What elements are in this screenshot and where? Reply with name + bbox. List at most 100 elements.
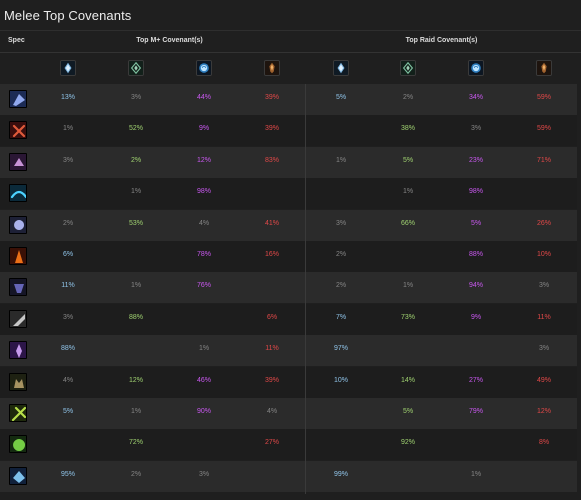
table-row: 1% 52% 9% 39% 38% 3% 59%: [0, 115, 577, 147]
table-row: 13% 3% 44% 39% 5% 2% 34% 59%: [0, 84, 577, 115]
raid-cell-venthyr: 8%: [538, 439, 550, 447]
mplus-cell-necrolord: 78%: [196, 251, 211, 258]
windwalker-icon[interactable]: [9, 184, 27, 203]
raid-cell-venthyr: 10%: [536, 251, 551, 258]
mplus-cell-venthyr: 39%: [264, 94, 279, 101]
raid-cell-night-fae: 5%: [402, 408, 414, 415]
mplus-cell-night-fae: 52%: [128, 125, 143, 133]
fury-warrior-icon[interactable]: [9, 121, 27, 140]
raid-cell-necrolord: 34%: [468, 94, 483, 101]
mplus-cell-venthyr: 16%: [264, 251, 279, 258]
mplus-cell-kyrian: 2%: [62, 219, 74, 227]
mplus-cell-night-fae: 1%: [130, 408, 142, 415]
raid-cell-night-fae: 73%: [400, 313, 415, 321]
mplus-cell-night-fae: 53%: [128, 219, 143, 227]
table-row: 95% 2% 3% 99% 1%: [0, 460, 577, 492]
raid-cell-night-fae: 38%: [400, 125, 415, 133]
raid-cell-venthyr: 26%: [536, 219, 551, 227]
page-title: Melee Top Covenants: [4, 8, 132, 23]
raid-cell-venthyr: 11%: [537, 313, 551, 321]
mplus-cell-necrolord: 76%: [196, 282, 211, 290]
arms-warrior-icon[interactable]: [9, 309, 27, 328]
raid-cell-necrolord: 94%: [468, 282, 483, 290]
raid-cell-kyrian: 5%: [335, 94, 347, 101]
column-group-divider: [305, 84, 306, 494]
raid-cell-venthyr: 49%: [536, 376, 551, 384]
raid-cell-night-fae: 1%: [402, 282, 414, 290]
mplus-cell-kyrian: 3%: [62, 313, 74, 321]
mplus-cell-night-fae: 2%: [130, 156, 142, 164]
table-row: 2% 53% 4% 41% 3% 66% 5% 26%: [0, 209, 577, 241]
raid-cell-venthyr: 3%: [538, 282, 550, 290]
enhancement-icon[interactable]: [9, 466, 27, 485]
necrolord-icon: [468, 60, 484, 76]
mplus-cell-necrolord: 44%: [196, 94, 211, 101]
mplus-cell-necrolord: 12%: [196, 156, 211, 164]
table-row: 6% 78% 16% 2% 88% 10%: [0, 241, 577, 272]
mplus-cell-necrolord: 4%: [198, 219, 210, 227]
mplus-cell-venthyr: 39%: [264, 125, 279, 133]
raid-cell-night-fae: 2%: [402, 94, 414, 101]
column-header-mplus: Top M+ Covenant(s): [136, 37, 203, 44]
table-row: 1% 98% 1% 98%: [0, 178, 577, 210]
raid-cell-venthyr: 59%: [536, 125, 551, 133]
venthyr-icon: [536, 60, 552, 76]
mplus-cell-night-fae: 12%: [128, 376, 143, 384]
raid-cell-venthyr: 71%: [536, 156, 551, 164]
mplus-cell-night-fae: 1%: [130, 188, 142, 196]
mplus-cell-venthyr: 6%: [266, 313, 278, 321]
raid-cell-necrolord: 88%: [468, 251, 483, 258]
mplus-cell-necrolord: 98%: [196, 188, 211, 196]
mplus-cell-necrolord: 1%: [198, 345, 210, 353]
necrolord-icon: [196, 60, 212, 76]
raid-cell-necrolord: 1%: [470, 470, 482, 478]
raid-cell-kyrian: 7%: [335, 313, 347, 321]
subtlety-icon[interactable]: [9, 278, 27, 297]
mplus-cell-venthyr: 11%: [265, 345, 279, 353]
mplus-cell-venthyr: 39%: [264, 376, 279, 384]
raid-cell-kyrian: 1%: [335, 156, 347, 164]
mplus-cell-kyrian: 4%: [62, 376, 74, 384]
raid-cell-night-fae: 66%: [400, 219, 415, 227]
raid-cell-night-fae: 5%: [402, 156, 414, 164]
raid-cell-necrolord: 23%: [468, 156, 483, 164]
feral-druid-icon[interactable]: [9, 372, 27, 391]
mplus-cell-necrolord: 46%: [196, 376, 211, 384]
unholy-dk-icon[interactable]: [9, 215, 27, 234]
mplus-cell-kyrian: 3%: [62, 156, 74, 164]
raid-cell-kyrian: 97%: [333, 345, 348, 353]
table-row: 5% 1% 90% 4% 5% 79% 12%: [0, 398, 577, 429]
survival-icon[interactable]: [9, 404, 27, 422]
table-row: 88% 1% 11% 97% 3%: [0, 335, 577, 367]
night-fae-icon: [128, 60, 144, 76]
table-row: 3% 2% 12% 83% 1% 5% 23% 71%: [0, 146, 577, 178]
title-divider: [0, 30, 581, 31]
raid-cell-night-fae: 1%: [402, 188, 414, 196]
raid-cell-night-fae: 14%: [400, 376, 415, 384]
raid-cell-necrolord: 79%: [468, 408, 483, 415]
raid-cell-necrolord: 3%: [470, 125, 482, 133]
raid-cell-necrolord: 5%: [470, 219, 482, 227]
mplus-cell-venthyr: 41%: [264, 219, 279, 227]
mplus-cell-night-fae: 3%: [130, 94, 142, 101]
raid-cell-kyrian: 3%: [335, 219, 347, 227]
mplus-cell-kyrian: 88%: [60, 345, 75, 353]
assassination-icon[interactable]: [9, 435, 27, 454]
mplus-cell-kyrian: 95%: [60, 470, 75, 478]
mplus-cell-venthyr: 83%: [264, 156, 279, 164]
mplus-cell-kyrian: 1%: [62, 125, 74, 133]
raid-cell-kyrian: 2%: [335, 251, 347, 258]
column-header-spec: Spec: [8, 37, 25, 44]
frost-dk-icon[interactable]: [9, 90, 27, 108]
retribution-icon[interactable]: [9, 341, 27, 360]
havoc-dh-icon[interactable]: [9, 247, 27, 265]
venthyr-icon: [264, 60, 280, 76]
mplus-cell-kyrian: 13%: [60, 94, 75, 101]
table-row: 4% 12% 46% 39% 10% 14% 27% 49%: [0, 366, 577, 398]
raid-cell-necrolord: 9%: [470, 313, 482, 321]
mplus-cell-necrolord: 90%: [196, 408, 211, 415]
header-divider: [0, 52, 581, 53]
mplus-cell-kyrian: 6%: [62, 251, 74, 258]
outlaw-rogue-icon[interactable]: [9, 152, 27, 171]
